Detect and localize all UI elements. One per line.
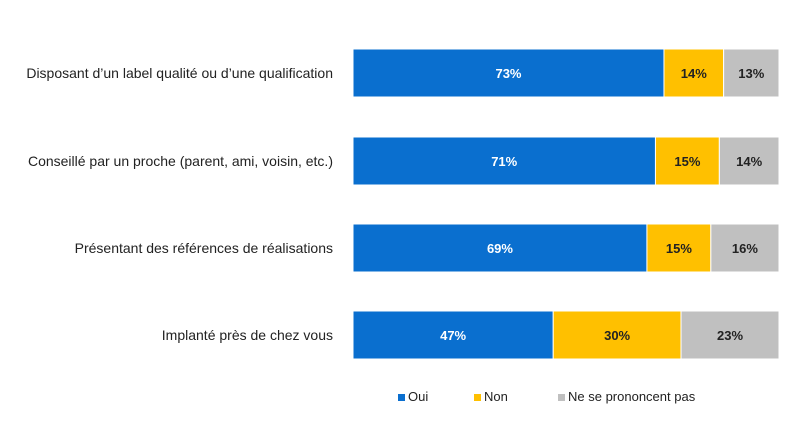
data-label: 69%: [487, 241, 513, 256]
data-label: 73%: [495, 66, 521, 81]
data-label: 71%: [491, 154, 517, 169]
category-label: Conseillé par un proche (parent, ami, vo…: [28, 153, 333, 169]
legend-label: Ne se prononcent pas: [568, 389, 696, 404]
legend-swatch: [474, 394, 481, 401]
category-label: Présentant des références de réalisation…: [75, 240, 333, 256]
data-label: 15%: [666, 241, 692, 256]
legend-label: Non: [484, 389, 508, 404]
bar-segment: [680, 310, 780, 360]
data-label: 47%: [440, 328, 466, 343]
data-label: 30%: [604, 328, 630, 343]
bar-segment: [718, 136, 780, 186]
data-label: 23%: [717, 328, 743, 343]
legend-swatch: [558, 394, 565, 401]
legend-swatch: [398, 394, 405, 401]
bar-segment: [352, 310, 554, 360]
category-label: Implanté près de chez vous: [162, 327, 333, 343]
bar-segment: [654, 136, 720, 186]
data-label: 15%: [674, 154, 700, 169]
legend-label: Oui: [408, 389, 428, 404]
data-label: 14%: [736, 154, 762, 169]
bar-segment: [352, 136, 656, 186]
bar-segment: [723, 48, 780, 98]
category-label: Disposant d’un label qualité ou d’une qu…: [26, 65, 333, 81]
bar-segment: [646, 223, 712, 273]
bar-segment: [352, 48, 665, 98]
bar-segment: [710, 223, 780, 273]
data-label: 16%: [732, 241, 758, 256]
bar-segment: [352, 223, 648, 273]
data-label: 13%: [738, 66, 764, 81]
data-label: 14%: [681, 66, 707, 81]
bar-segment: [663, 48, 725, 98]
